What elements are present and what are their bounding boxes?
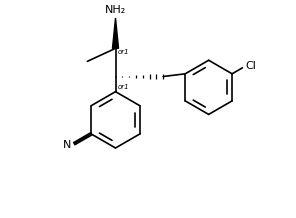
- Text: or1: or1: [118, 84, 130, 90]
- Text: or1: or1: [118, 49, 130, 55]
- Text: NH₂: NH₂: [105, 5, 126, 15]
- Text: N: N: [63, 140, 72, 150]
- Text: Cl: Cl: [245, 61, 256, 71]
- Polygon shape: [112, 18, 118, 48]
